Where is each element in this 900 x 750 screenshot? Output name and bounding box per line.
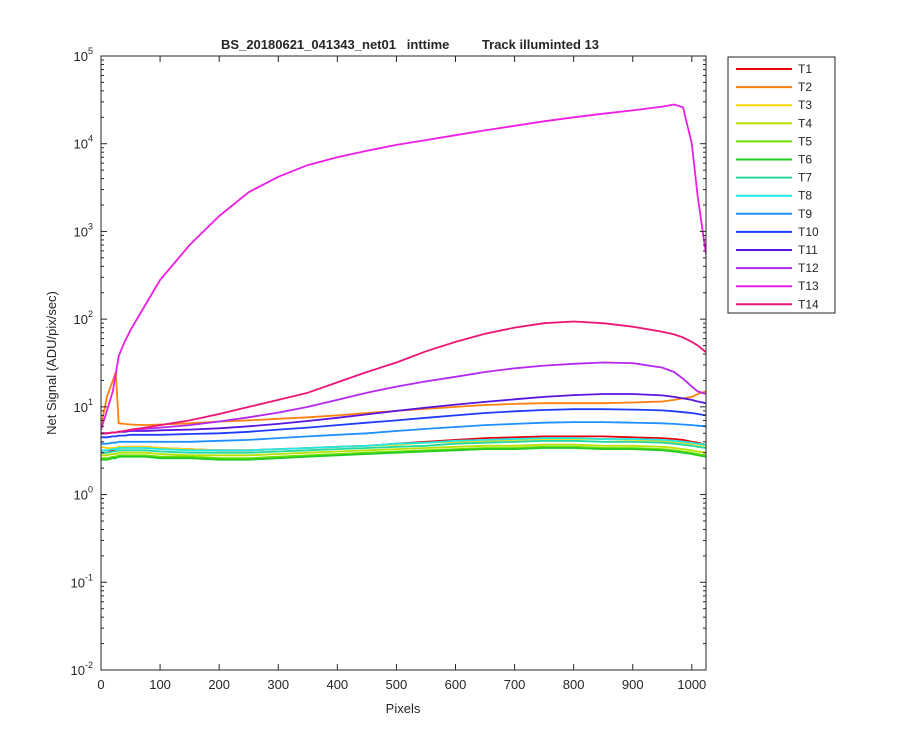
- legend-item-t10: T10: [736, 225, 819, 239]
- x-tick-label: 0: [97, 677, 104, 692]
- series-line-t2: [101, 371, 706, 427]
- x-tick-label: 400: [326, 677, 348, 692]
- series-line-t7: [101, 439, 706, 454]
- legend-label: T6: [798, 153, 812, 167]
- y-tick-label: 100: [74, 485, 93, 503]
- x-tick-label: 800: [563, 677, 585, 692]
- x-tick-label: 300: [267, 677, 289, 692]
- series-line-t5: [101, 445, 706, 460]
- legend-label: T8: [798, 189, 812, 203]
- legend: T1 T2 T3 T4 T5 T6 T7 T8 T9 T10 T11 T12 T13 T14: [727, 56, 836, 314]
- legend-label: T13: [798, 279, 819, 293]
- x-axis-ticks: 0 100 200 300 400 500 600 700 800 900 1000: [97, 56, 706, 692]
- legend-label: T1: [798, 62, 812, 76]
- legend-item-t7: T7: [736, 171, 812, 185]
- x-tick-label: 200: [208, 677, 230, 692]
- legend-label: T3: [798, 98, 812, 112]
- y-tick-label: 10-2: [71, 660, 93, 678]
- legend-item-t2: T2: [736, 80, 812, 94]
- x-tick-label: 600: [445, 677, 467, 692]
- legend-item-t11: T11: [736, 243, 818, 257]
- legend-item-t9: T9: [736, 207, 812, 221]
- series-line-t8: [101, 437, 706, 452]
- series-line-t6: [101, 447, 706, 461]
- y-tick-label: 103: [74, 221, 93, 239]
- legend-label: T14: [798, 297, 819, 311]
- legend-label: T10: [798, 225, 819, 239]
- y-axis-ticks: 10-2 10-1 100 101 102 103 104 105: [71, 46, 706, 678]
- plot-area: 0 100 200 300 400 500 600 700 800 900 1000 10-210-…: [71, 46, 707, 692]
- x-tick-label: 1000: [677, 677, 706, 692]
- series-layer: [101, 103, 706, 461]
- legend-box: [727, 56, 836, 314]
- legend-item-t8: T8: [736, 189, 812, 203]
- series-line-t14: [101, 320, 706, 435]
- x-tick-label: 500: [386, 677, 408, 692]
- legend-entries: T1 T2 T3 T4 T5 T6 T7 T8 T9 T10 T11 T12 T13 T14: [736, 62, 819, 311]
- legend-label: T7: [798, 171, 812, 185]
- plot-frame: [100, 55, 707, 671]
- legend-item-t5: T5: [736, 134, 812, 148]
- series-line-t10: [101, 408, 706, 439]
- series-line-t9: [101, 421, 706, 445]
- chart-title: BS_20180621_041343_net01 inttime Track i…: [221, 37, 599, 52]
- y-tick-label: 102: [74, 309, 93, 327]
- legend-item-t3: T3: [736, 98, 812, 112]
- x-tick-label: 700: [504, 677, 526, 692]
- y-tick-label: 104: [74, 134, 93, 152]
- y-tick-label: 105: [74, 46, 93, 64]
- legend-item-t13: T13: [736, 279, 819, 293]
- legend-item-t4: T4: [736, 116, 812, 130]
- legend-item-t1: T1: [736, 62, 812, 76]
- series-line-t4: [101, 443, 706, 457]
- legend-label: T9: [798, 207, 812, 221]
- legend-label: T4: [798, 116, 812, 130]
- y-tick-label: 101: [74, 397, 93, 415]
- x-tick-label: 100: [149, 677, 171, 692]
- legend-label: T5: [798, 134, 812, 148]
- y-axis-label: Net Signal (ADU/pix/sec): [44, 291, 59, 435]
- y-tick-label: 10-1: [71, 572, 93, 590]
- legend-label: T11: [798, 243, 818, 257]
- series-line-t13: [101, 103, 706, 430]
- legend-label: T2: [798, 80, 812, 94]
- legend-item-t14: T14: [736, 297, 819, 311]
- x-tick-label: 900: [622, 677, 644, 692]
- legend-item-t12: T12: [736, 261, 819, 275]
- legend-item-t6: T6: [736, 153, 812, 167]
- legend-label: T12: [798, 261, 819, 275]
- x-axis-label: Pixels: [386, 701, 421, 716]
